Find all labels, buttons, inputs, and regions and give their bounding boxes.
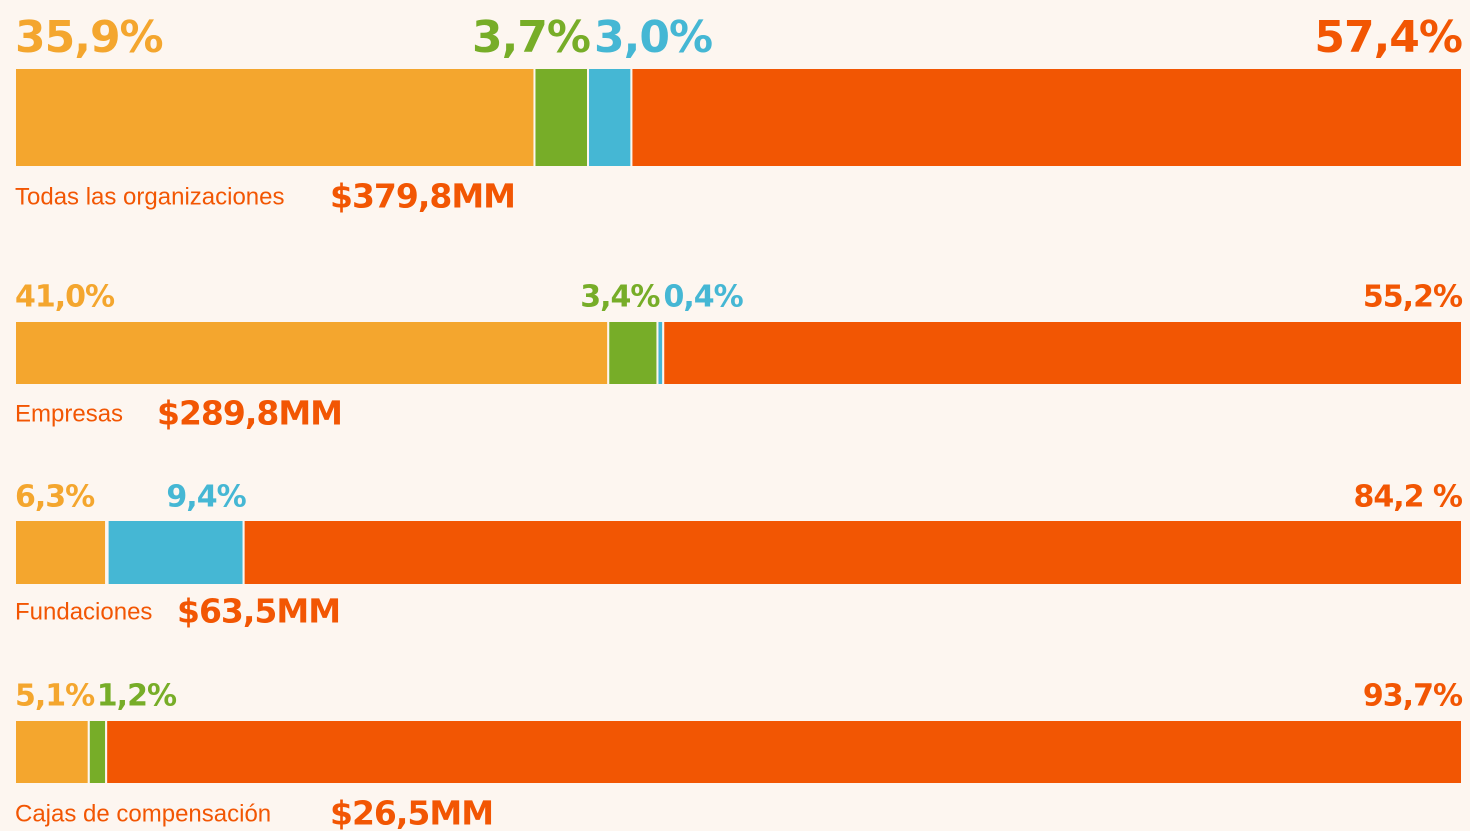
bar-segment bbox=[14, 519, 108, 586]
bar-segment bbox=[662, 320, 1463, 386]
bar-segment bbox=[105, 719, 1463, 785]
row-total: $63,5MM bbox=[177, 592, 340, 631]
bar-segment bbox=[87, 719, 108, 785]
value-label: 84,2 % bbox=[1353, 480, 1462, 515]
value-label: 1,2% bbox=[97, 679, 177, 714]
bar-segment bbox=[14, 320, 610, 386]
value-label: 41,0% bbox=[15, 280, 115, 315]
value-label: 9,4% bbox=[166, 480, 246, 515]
value-label: 3,7% bbox=[472, 12, 590, 63]
bar-segment bbox=[14, 719, 90, 785]
value-label: 3,0% bbox=[594, 12, 712, 63]
bar-segment bbox=[630, 67, 1463, 168]
bar-segment bbox=[106, 519, 245, 586]
bar-segment bbox=[607, 320, 659, 386]
value-label: 5,1% bbox=[15, 679, 95, 714]
value-label: 3,4% bbox=[580, 280, 660, 315]
bar-segment bbox=[14, 67, 536, 168]
row-label: Empresas bbox=[15, 400, 123, 427]
bar-segment bbox=[587, 67, 633, 168]
row-total: $26,5MM bbox=[330, 794, 493, 831]
row-total: $289,8MM bbox=[157, 394, 342, 433]
value-label: 55,2% bbox=[1363, 280, 1463, 315]
row-label: Fundaciones bbox=[15, 598, 152, 625]
bar-segment bbox=[242, 519, 1464, 586]
value-label: 57,4% bbox=[1314, 12, 1462, 63]
value-label: 0,4% bbox=[663, 280, 743, 315]
row-label: Cajas de compensación bbox=[15, 800, 271, 827]
value-label: 35,9% bbox=[15, 12, 163, 63]
bar-segment bbox=[533, 67, 590, 168]
value-label: 93,7% bbox=[1363, 679, 1463, 714]
row-total: $379,8MM bbox=[330, 177, 515, 216]
value-label: 6,3% bbox=[15, 480, 95, 515]
row-label: Todas las organizaciones bbox=[15, 183, 285, 210]
